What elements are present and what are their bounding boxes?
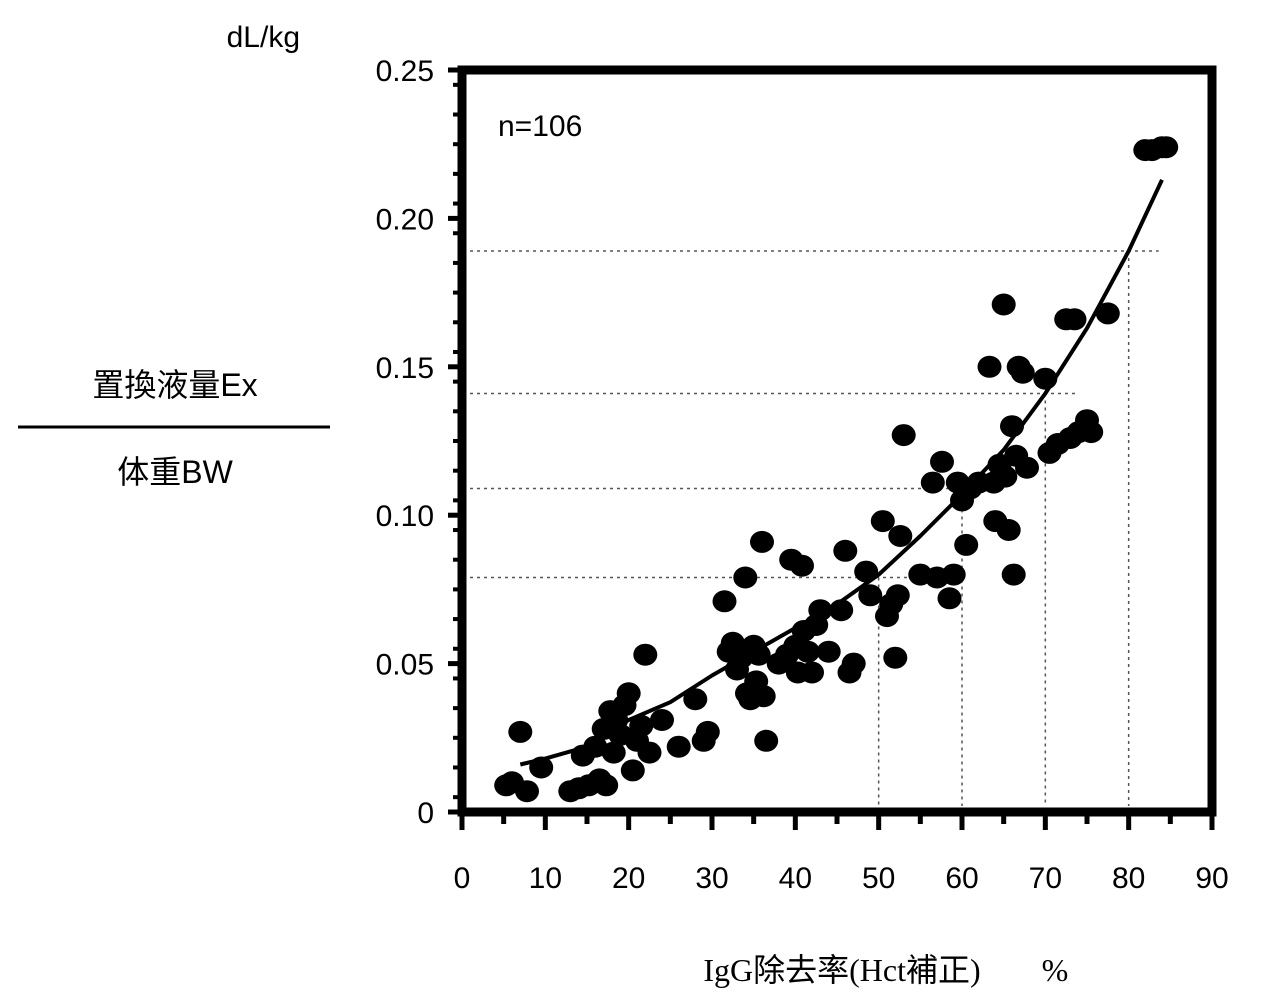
data-point [954,533,979,556]
x-tick-label: 90 [1195,862,1228,895]
data-point [870,510,895,533]
data-point [620,759,645,782]
unit-label: dL/kg [227,21,300,54]
x-axis-label: IgG除去率(Hct補正) [703,952,980,988]
plot-frame [457,65,1217,817]
x-tick-label: 20 [612,862,645,895]
data-point [891,424,916,447]
data-point [1033,367,1058,390]
x-tick-label: 80 [1112,862,1145,895]
data-point [637,741,662,764]
data-point [854,560,879,583]
data-points [494,136,1179,803]
data-point [633,643,658,666]
data-point [885,584,910,607]
y-axis-ticks: 0 0.05 0.10 0.15 0.20 0.25 [376,55,462,830]
data-point [754,729,779,752]
x-tick-label: 0 [454,862,471,895]
y-tick-label: 0.10 [376,500,434,533]
data-point [816,640,841,663]
data-point [583,735,608,758]
data-point [515,780,539,803]
data-point [616,682,641,705]
data-point [733,566,758,589]
data-point [937,587,962,610]
data-point [1079,421,1104,444]
data-point [650,709,674,731]
data-point [751,685,776,708]
data-point [746,643,771,666]
data-point [993,465,1018,488]
ylabel-numerator: 置換液量Ex [92,367,257,403]
data-point [529,756,554,779]
data-point [666,735,691,758]
y-tick-label: 0.20 [376,203,434,236]
data-point [800,661,824,684]
minor-ticks [453,82,1173,824]
data-point [991,293,1016,316]
ylabel-denominator: 体重BW [117,454,233,490]
y-tick-label: 0 [417,797,434,830]
x-tick-label: 60 [945,862,978,895]
data-point [601,741,626,764]
x-axis-unit: % [1042,952,1069,988]
data-point [930,450,954,473]
reference-lines [470,250,1159,806]
data-point [966,471,991,494]
data-point [829,599,854,622]
x-tick-label: 10 [529,862,562,895]
data-point [712,590,737,613]
data-point [883,646,908,669]
data-point [808,599,833,622]
data-point [1001,563,1026,586]
data-point [996,519,1021,541]
data-point [833,539,858,562]
x-tick-label: 30 [695,862,728,895]
data-point [766,652,791,675]
data-point [841,652,866,675]
data-point [1150,136,1174,159]
x-axis-ticks: 0 10 20 30 40 50 60 70 80 90 [454,812,1229,895]
data-point [941,563,966,586]
data-point [594,774,619,797]
y-tick-label: 0.25 [376,55,434,88]
data-point [858,584,883,607]
y-tick-label: 0.15 [376,352,434,385]
data-point [795,640,820,663]
x-tick-label: 70 [1029,862,1062,895]
data-point [920,471,945,494]
annotation-n: n=106 [498,110,582,143]
data-point [1062,308,1087,331]
data-point [1000,415,1024,438]
data-point [1015,456,1039,479]
data-point [977,355,1002,378]
data-point [750,530,774,553]
data-point [508,720,533,743]
x-tick-label: 40 [779,862,812,895]
data-point [1095,302,1120,325]
data-point [790,554,814,577]
data-point [888,525,913,547]
data-point [629,714,654,737]
y-tick-label: 0.05 [376,649,434,682]
data-point [1010,361,1035,384]
data-point [695,720,720,743]
x-tick-label: 50 [862,862,895,895]
data-point [683,688,708,711]
